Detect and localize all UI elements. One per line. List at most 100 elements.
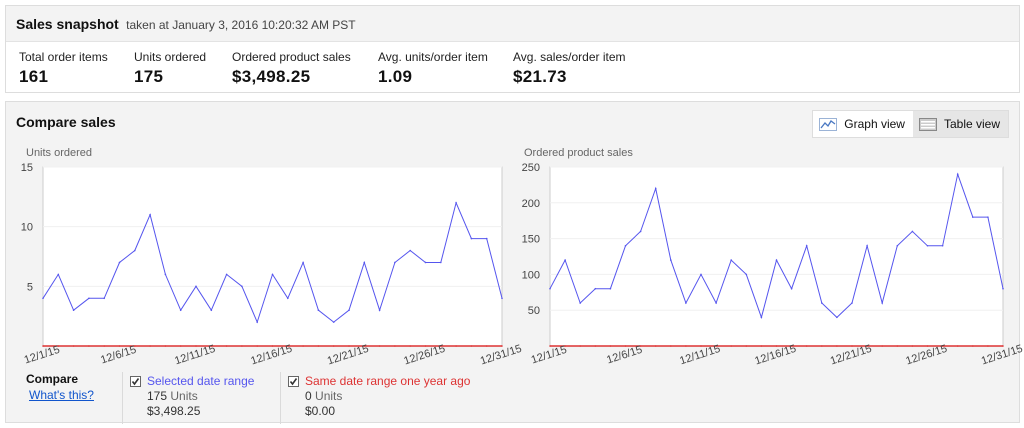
plot-area [549,166,1004,347]
y-tick-label: 200 [522,198,540,210]
data-point-selected-range [579,302,581,304]
selected-range-label: Selected date range [147,374,255,388]
data-point-selected-range [745,273,748,276]
data-point-last-year [941,345,944,347]
compare-sales-panel: Compare sales Graph view Table view [5,101,1024,424]
data-point-last-year [42,345,44,347]
data-point-selected-range [409,249,412,252]
metric-units-ordered: Units ordered 175 [134,50,206,87]
data-point-last-year [332,345,335,347]
metric-avg-units-per-order-item: Avg. units/order item 1.09 [378,50,488,87]
data-point-last-year [564,345,566,347]
data-point-last-year [72,345,75,347]
metric-label: Avg. sales/order item [513,50,626,64]
data-point-selected-range [455,202,457,204]
x-tick-label: 12/6/15 [605,344,644,367]
data-point-selected-range [941,244,944,247]
sales-snapshot-header: Sales snapshot taken at January 3, 2016 … [6,6,1019,42]
y-tick-label: 100 [522,269,540,281]
data-point-last-year [164,345,167,347]
y-tick-label: 5 [27,281,33,293]
data-point-selected-range [88,297,90,300]
x-tick-label: 12/6/15 [99,344,138,367]
data-point-selected-range [394,261,396,264]
data-point-last-year [896,345,899,347]
data-point-last-year [836,345,838,347]
last-year-label: Same date range one year ago [305,374,471,388]
whats-this-link[interactable]: What's this? [29,388,94,402]
table-view-button[interactable]: Table view [912,111,1008,137]
data-point-selected-range [256,321,258,323]
data-point-selected-range [440,261,442,264]
data-point-last-year [317,345,320,347]
data-point-selected-range [271,273,274,276]
data-point-last-year [730,345,732,347]
data-point-selected-range [760,316,763,319]
data-point-selected-range [210,309,213,311]
data-point-last-year [639,345,642,347]
data-point-last-year [594,345,597,347]
graph-view-button[interactable]: Graph view [813,111,913,137]
data-point-selected-range [103,297,105,300]
data-point-last-year [409,345,412,347]
selected-range-units: 175 Units [130,389,254,404]
last-year-sales: $0.00 [305,404,336,418]
metric-label: Ordered product sales [232,50,351,64]
data-point-selected-range [134,249,136,252]
data-point-last-year [256,345,258,347]
data-point-selected-range [956,173,959,175]
data-point-selected-range [805,244,808,247]
data-point-selected-range [896,244,899,247]
selected-range-sales: $3,498.25 [147,404,201,418]
data-point-last-year [805,345,808,347]
graph-view-label: Graph view [844,117,905,131]
sales-snapshot-title: Sales snapshot [16,16,119,32]
snapshot-timestamp: taken at January 3, 2016 10:20:32 AM PST [126,18,356,32]
data-point-last-year [195,345,197,347]
data-point-last-year [88,345,90,347]
data-point-last-year [363,345,366,347]
selected-range-checkbox[interactable] [130,376,141,387]
metric-value: 175 [134,67,164,86]
metric-value: $3,498.25 [232,67,311,86]
data-point-last-year [225,345,228,347]
data-point-selected-range [363,261,366,264]
last-year-checkbox[interactable] [288,376,299,387]
data-point-last-year [579,345,581,347]
metric-label: Avg. units/order item [378,50,488,64]
table-view-label: Table view [943,117,1000,131]
data-point-selected-range [118,261,121,264]
data-point-last-year [760,345,763,347]
data-point-last-year [1002,345,1004,347]
data-point-last-year [179,345,182,347]
x-tick-label: 12/1/15 [23,344,62,367]
data-point-last-year [394,345,396,347]
data-point-last-year [851,345,853,347]
metric-label: Total order items [19,50,108,64]
view-toggle: Graph view Table view [812,110,1009,138]
data-point-last-year [103,345,105,347]
checkmark-icon [289,378,298,386]
y-tick-label: 50 [528,305,540,317]
data-point-selected-range [485,237,488,240]
data-point-selected-range [881,302,883,304]
sales-snapshot-panel: Sales snapshot taken at January 3, 2016 … [5,5,1020,93]
line-chart-icon [819,117,838,131]
data-point-last-year [348,345,350,347]
data-point-selected-range [624,244,627,247]
data-point-last-year [455,345,457,347]
sales-chart-title: Ordered product sales [524,147,633,159]
data-point-last-year [470,345,473,347]
data-point-selected-range [972,216,974,218]
data-point-last-year [241,345,243,347]
data-point-selected-range [685,302,687,304]
data-point-selected-range [332,321,335,323]
data-point-last-year [118,345,121,347]
units-chart-title: Units ordered [26,147,93,159]
data-point-selected-range [911,230,914,233]
x-tick-label: 12/1/15 [530,344,569,367]
data-point-last-year [821,345,823,347]
data-point-last-year [609,345,612,347]
table-icon [918,117,937,131]
data-point-selected-range [179,309,182,311]
